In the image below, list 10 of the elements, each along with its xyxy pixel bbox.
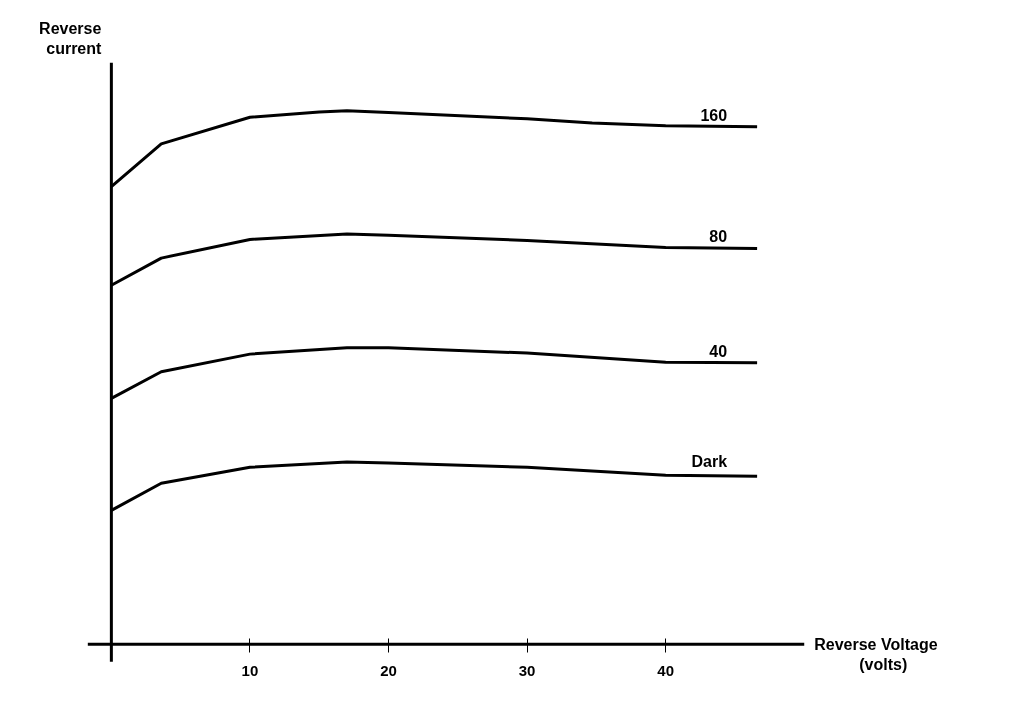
- series-label: 40: [709, 342, 728, 360]
- x-tick-label: 10: [241, 662, 259, 680]
- x-axis-title: Reverse Voltage (volts): [814, 635, 938, 673]
- series-label: 160: [700, 106, 728, 124]
- series-label: 80: [709, 228, 728, 246]
- x-tick-label: 40: [657, 662, 674, 680]
- series-label: Dark: [691, 453, 728, 471]
- x-tick-label: 20: [380, 662, 397, 680]
- y-axis-title: Reverse current: [39, 19, 103, 57]
- x-tick-label: 30: [518, 662, 536, 680]
